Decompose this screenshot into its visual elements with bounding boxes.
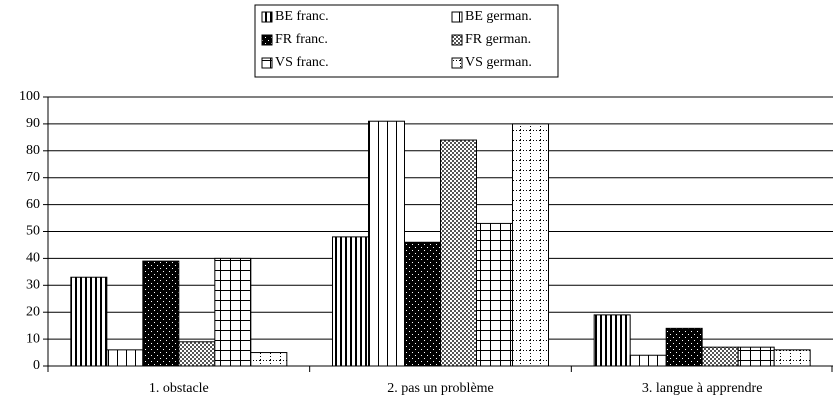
y-tick-label: 80	[26, 143, 40, 158]
y-tick-label: 0	[33, 358, 40, 373]
bar	[368, 120, 405, 367]
y-tick-label: 90	[26, 116, 40, 131]
bar	[142, 260, 180, 367]
bar	[404, 241, 441, 367]
y-tick-label: 60	[26, 197, 40, 212]
legend-swatch	[261, 11, 273, 23]
legend-swatch	[451, 11, 463, 23]
y-tick-label: 20	[26, 304, 40, 319]
bar	[737, 346, 775, 367]
legend-label: FR german.	[465, 32, 531, 47]
bar	[440, 139, 477, 367]
legend-label: VS german.	[465, 55, 532, 70]
bar	[476, 222, 513, 367]
y-tick-label: 30	[26, 278, 40, 293]
x-tick-label: 2. pas un problème	[387, 381, 494, 396]
bar	[629, 354, 667, 367]
bar	[593, 314, 631, 367]
x-tick-label: 1. obstacle	[149, 381, 209, 396]
bar	[214, 257, 252, 367]
legend-swatch	[261, 57, 273, 69]
bar	[512, 123, 549, 367]
y-tick-label: 10	[26, 331, 40, 346]
x-tick-label: 3. langue à apprendre	[642, 381, 763, 396]
y-tick-label: 100	[19, 89, 40, 104]
bar	[701, 346, 739, 367]
legend-swatch	[451, 57, 463, 69]
bar	[773, 349, 811, 367]
y-tick-label: 50	[26, 224, 40, 239]
bar	[332, 236, 369, 367]
bar	[106, 349, 144, 367]
legend-swatch	[261, 34, 273, 46]
bar	[70, 276, 108, 367]
bar	[178, 341, 216, 367]
y-tick-label: 70	[26, 170, 40, 185]
legend-label: VS franc.	[275, 55, 329, 70]
y-tick-label: 40	[26, 251, 40, 266]
legend-label: FR franc.	[275, 32, 328, 47]
bar	[665, 327, 703, 367]
legend-label: BE franc.	[275, 9, 329, 24]
legend-label: BE german.	[465, 9, 532, 24]
legend-swatch	[451, 34, 463, 46]
legend-box	[254, 4, 559, 78]
bar	[250, 352, 288, 367]
